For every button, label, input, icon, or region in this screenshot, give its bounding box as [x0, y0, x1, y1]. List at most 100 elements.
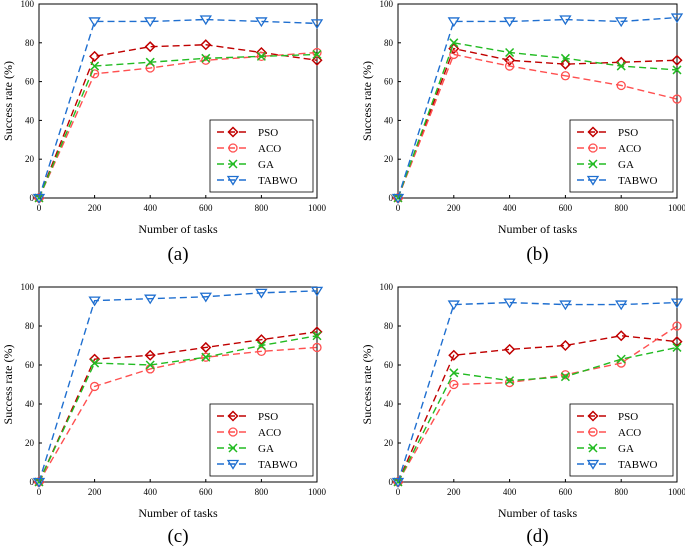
- data-point: [559, 300, 572, 311]
- x-tick-label: 200: [88, 487, 102, 497]
- x-tick-label: 1000: [668, 203, 685, 213]
- data-point: [449, 49, 459, 60]
- legend-marker: [587, 410, 599, 422]
- data-point: [145, 57, 155, 67]
- plot-frame: [38, 3, 318, 199]
- data-point: [560, 53, 570, 63]
- legend: PSO ACO GA TABWO: [569, 119, 674, 193]
- series-line: [397, 53, 678, 199]
- legend-entry-pso: PSO: [577, 410, 638, 423]
- series-line: [397, 335, 678, 483]
- data-point: [559, 15, 572, 26]
- y-tick-label: 100: [21, 0, 35, 9]
- y-tick-label: 20: [384, 154, 394, 164]
- chart-panel-3: 0 200 400 600 800 1000 0 20 40 60 80 100 Number of t…: [1, 282, 327, 547]
- x-tick-label: 800: [614, 487, 628, 497]
- data-point: [201, 352, 211, 362]
- y-tick-label: 0: [389, 193, 394, 203]
- chart-panel-2: 0 200 400 600 800 1000 0 20 40 60 80 100 Number of t…: [360, 0, 685, 265]
- panel-label: (c): [167, 526, 188, 547]
- legend-box: [569, 403, 674, 477]
- x-tick-label: 800: [255, 203, 269, 213]
- data-point: [310, 19, 324, 30]
- x-tick-label: 400: [143, 203, 157, 213]
- series-line: [397, 346, 678, 483]
- data-point: [449, 368, 459, 378]
- legend-entry-tabwo: TABWO: [217, 175, 298, 187]
- data-point: [504, 377, 515, 388]
- data-point: [670, 298, 684, 309]
- y-tick-label: 60: [25, 77, 35, 87]
- chart-panel-1: 0 200 400 600 800 1000 0 20 40 60 80 100 Number of t…: [1, 0, 327, 265]
- series-line: [38, 346, 318, 483]
- legend-label: GA: [618, 443, 634, 455]
- data-point: [670, 13, 684, 24]
- x-axis-title: Number of tasks: [138, 506, 218, 520]
- y-axis-title: Success rate (%): [1, 61, 15, 141]
- panel-label: (b): [526, 244, 548, 265]
- y-tick-label: 40: [384, 115, 394, 125]
- legend-entry-pso: PSO: [217, 126, 278, 139]
- x-tick-label: 1000: [308, 203, 327, 213]
- legend-label: ACO: [618, 143, 641, 155]
- data-point: [560, 372, 570, 382]
- data-point: [504, 343, 516, 355]
- panel-label: (a): [167, 244, 188, 265]
- legend-entry-tabwo: TABWO: [577, 459, 658, 471]
- y-tick-label: 80: [384, 321, 394, 331]
- legend-marker: [586, 175, 600, 186]
- data-point: [311, 54, 323, 66]
- legend-label: ACO: [258, 143, 281, 155]
- y-tick-label: 100: [380, 282, 394, 292]
- y-tick-label: 60: [384, 360, 394, 370]
- data-point: [256, 340, 266, 351]
- x-tick-label: 400: [503, 203, 517, 213]
- legend-entry-aco: ACO: [577, 143, 641, 155]
- series-line: [397, 301, 678, 483]
- series-line: [38, 290, 318, 483]
- y-tick-label: 0: [389, 477, 394, 487]
- legend-entry-aco: ACO: [577, 427, 641, 439]
- data-point: [90, 358, 100, 368]
- legend-box: [209, 403, 314, 477]
- plot-frame: [397, 3, 678, 199]
- data-point: [672, 65, 682, 75]
- legend-marker: [586, 459, 600, 470]
- chart-panel-4: 0 200 400 600 800 1000 0 20 40 60 80 100 Number of t…: [360, 282, 685, 547]
- data-point: [447, 300, 460, 311]
- y-tick-label: 80: [25, 38, 35, 48]
- plot-frame: [38, 286, 318, 483]
- legend-label: TABWO: [618, 459, 658, 471]
- legend-entry-ga: GA: [217, 443, 274, 455]
- legend-entry-ga: GA: [217, 159, 274, 171]
- legend-label: TABWO: [258, 175, 298, 187]
- legend-marker: [226, 459, 240, 470]
- legend-box: [569, 119, 674, 193]
- legend-entry-tabwo: TABWO: [577, 175, 658, 187]
- legend-marker: [587, 126, 599, 138]
- data-point: [201, 53, 211, 63]
- x-tick-label: 200: [447, 487, 461, 497]
- data-point: [255, 17, 268, 28]
- legend-marker: [588, 443, 598, 453]
- data-point: [90, 61, 100, 71]
- legend-label: PSO: [258, 127, 278, 139]
- legend-label: PSO: [618, 411, 638, 423]
- y-tick-label: 60: [25, 360, 35, 370]
- legend-marker: [228, 159, 238, 169]
- data-point: [504, 54, 516, 66]
- data-point: [199, 15, 212, 26]
- data-point: [616, 61, 626, 71]
- data-point: [256, 51, 266, 61]
- data-point: [559, 339, 571, 352]
- data-point: [312, 331, 322, 341]
- data-point: [503, 298, 516, 309]
- y-tick-label: 20: [384, 438, 394, 448]
- legend-label: GA: [258, 159, 274, 171]
- x-tick-label: 200: [447, 203, 461, 213]
- series-tabwo: [391, 298, 684, 488]
- legend-label: PSO: [258, 411, 278, 423]
- series-line: [397, 47, 678, 199]
- data-point: [615, 330, 627, 342]
- legend-label: TABWO: [258, 459, 298, 471]
